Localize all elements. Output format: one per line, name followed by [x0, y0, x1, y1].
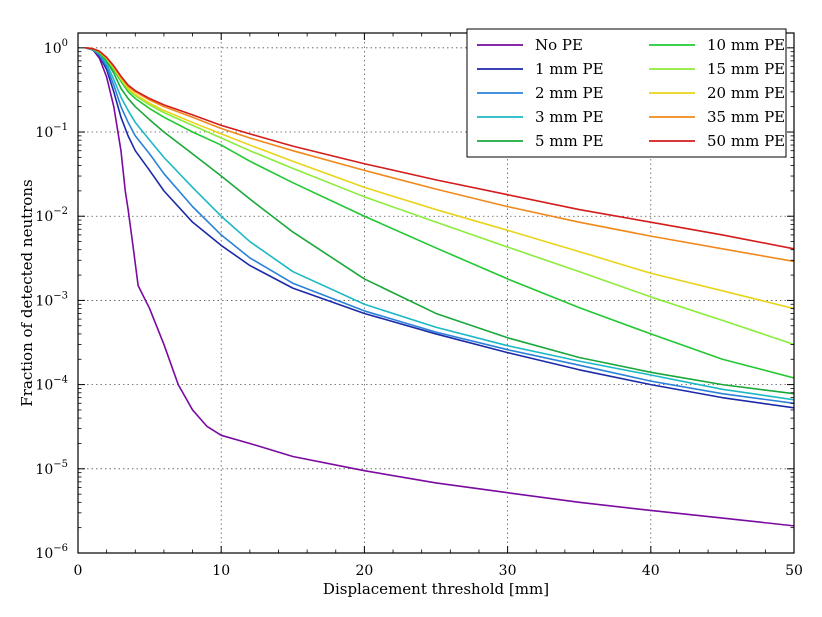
y-tick-base: 10 [35, 125, 53, 141]
y-tick-exponent: −6 [53, 543, 68, 554]
series-line-50-mm-pe [85, 47, 794, 250]
legend-label: No PE [535, 36, 583, 54]
y-tick-base: 10 [44, 41, 62, 57]
y-tick-label: 10−5 [35, 459, 68, 478]
series-layer [84, 47, 794, 527]
y-tick-label: 10−1 [35, 122, 68, 141]
series-line-3-mm-pe [85, 47, 794, 401]
legend-label: 1 mm PE [535, 60, 604, 78]
legend-label: 20 mm PE [707, 84, 785, 102]
y-axis-label: Fraction of detected neutrons [18, 179, 36, 406]
y-tick-exponent: −5 [53, 459, 68, 470]
y-tick-base: 10 [35, 293, 53, 309]
y-tick-label: 100 [44, 38, 68, 57]
x-axis-label: Displacement threshold [mm] [323, 580, 549, 598]
y-tick-label: 10−6 [35, 543, 68, 562]
legend-label: 35 mm PE [707, 108, 785, 126]
y-tick-label: 10−3 [35, 290, 68, 309]
legend-label: 10 mm PE [707, 36, 785, 54]
legend-label: 15 mm PE [707, 60, 785, 78]
y-tick-exponent: −1 [53, 122, 68, 133]
y-tick-exponent: −3 [53, 290, 68, 301]
x-tick-label: 50 [785, 563, 803, 579]
y-tick-base: 10 [35, 462, 53, 478]
series-line-5-mm-pe [85, 47, 794, 395]
y-tick-base: 10 [35, 546, 53, 562]
y-tick-base: 10 [35, 209, 53, 225]
y-tick-label: 10−2 [35, 206, 68, 225]
x-tick-label: 20 [355, 563, 373, 579]
x-tick-label: 40 [642, 563, 660, 579]
x-tick-label: 0 [74, 563, 83, 579]
x-tick-label: 10 [212, 563, 230, 579]
legend-label: 3 mm PE [535, 108, 604, 126]
series-line-2-mm-pe [84, 47, 794, 405]
y-tick-exponent: −2 [53, 206, 68, 217]
legend: No PE 1 mm PE 2 mm PE 3 mm PE 5 mm PE 10 mm P… [466, 28, 787, 158]
plot-frame [77, 32, 795, 554]
series-line-1-mm-pe [84, 47, 794, 409]
x-tick-label: 30 [499, 563, 517, 579]
legend-label: 2 mm PE [535, 84, 604, 102]
series-line-no-pe [85, 47, 794, 527]
y-tick-exponent: 0 [62, 38, 68, 49]
legend-label: 50 mm PE [707, 132, 785, 150]
legend-label: 5 mm PE [535, 132, 604, 150]
y-tick-label: 10−4 [35, 375, 68, 394]
y-tick-exponent: −4 [53, 375, 68, 386]
y-tick-base: 10 [35, 378, 53, 394]
